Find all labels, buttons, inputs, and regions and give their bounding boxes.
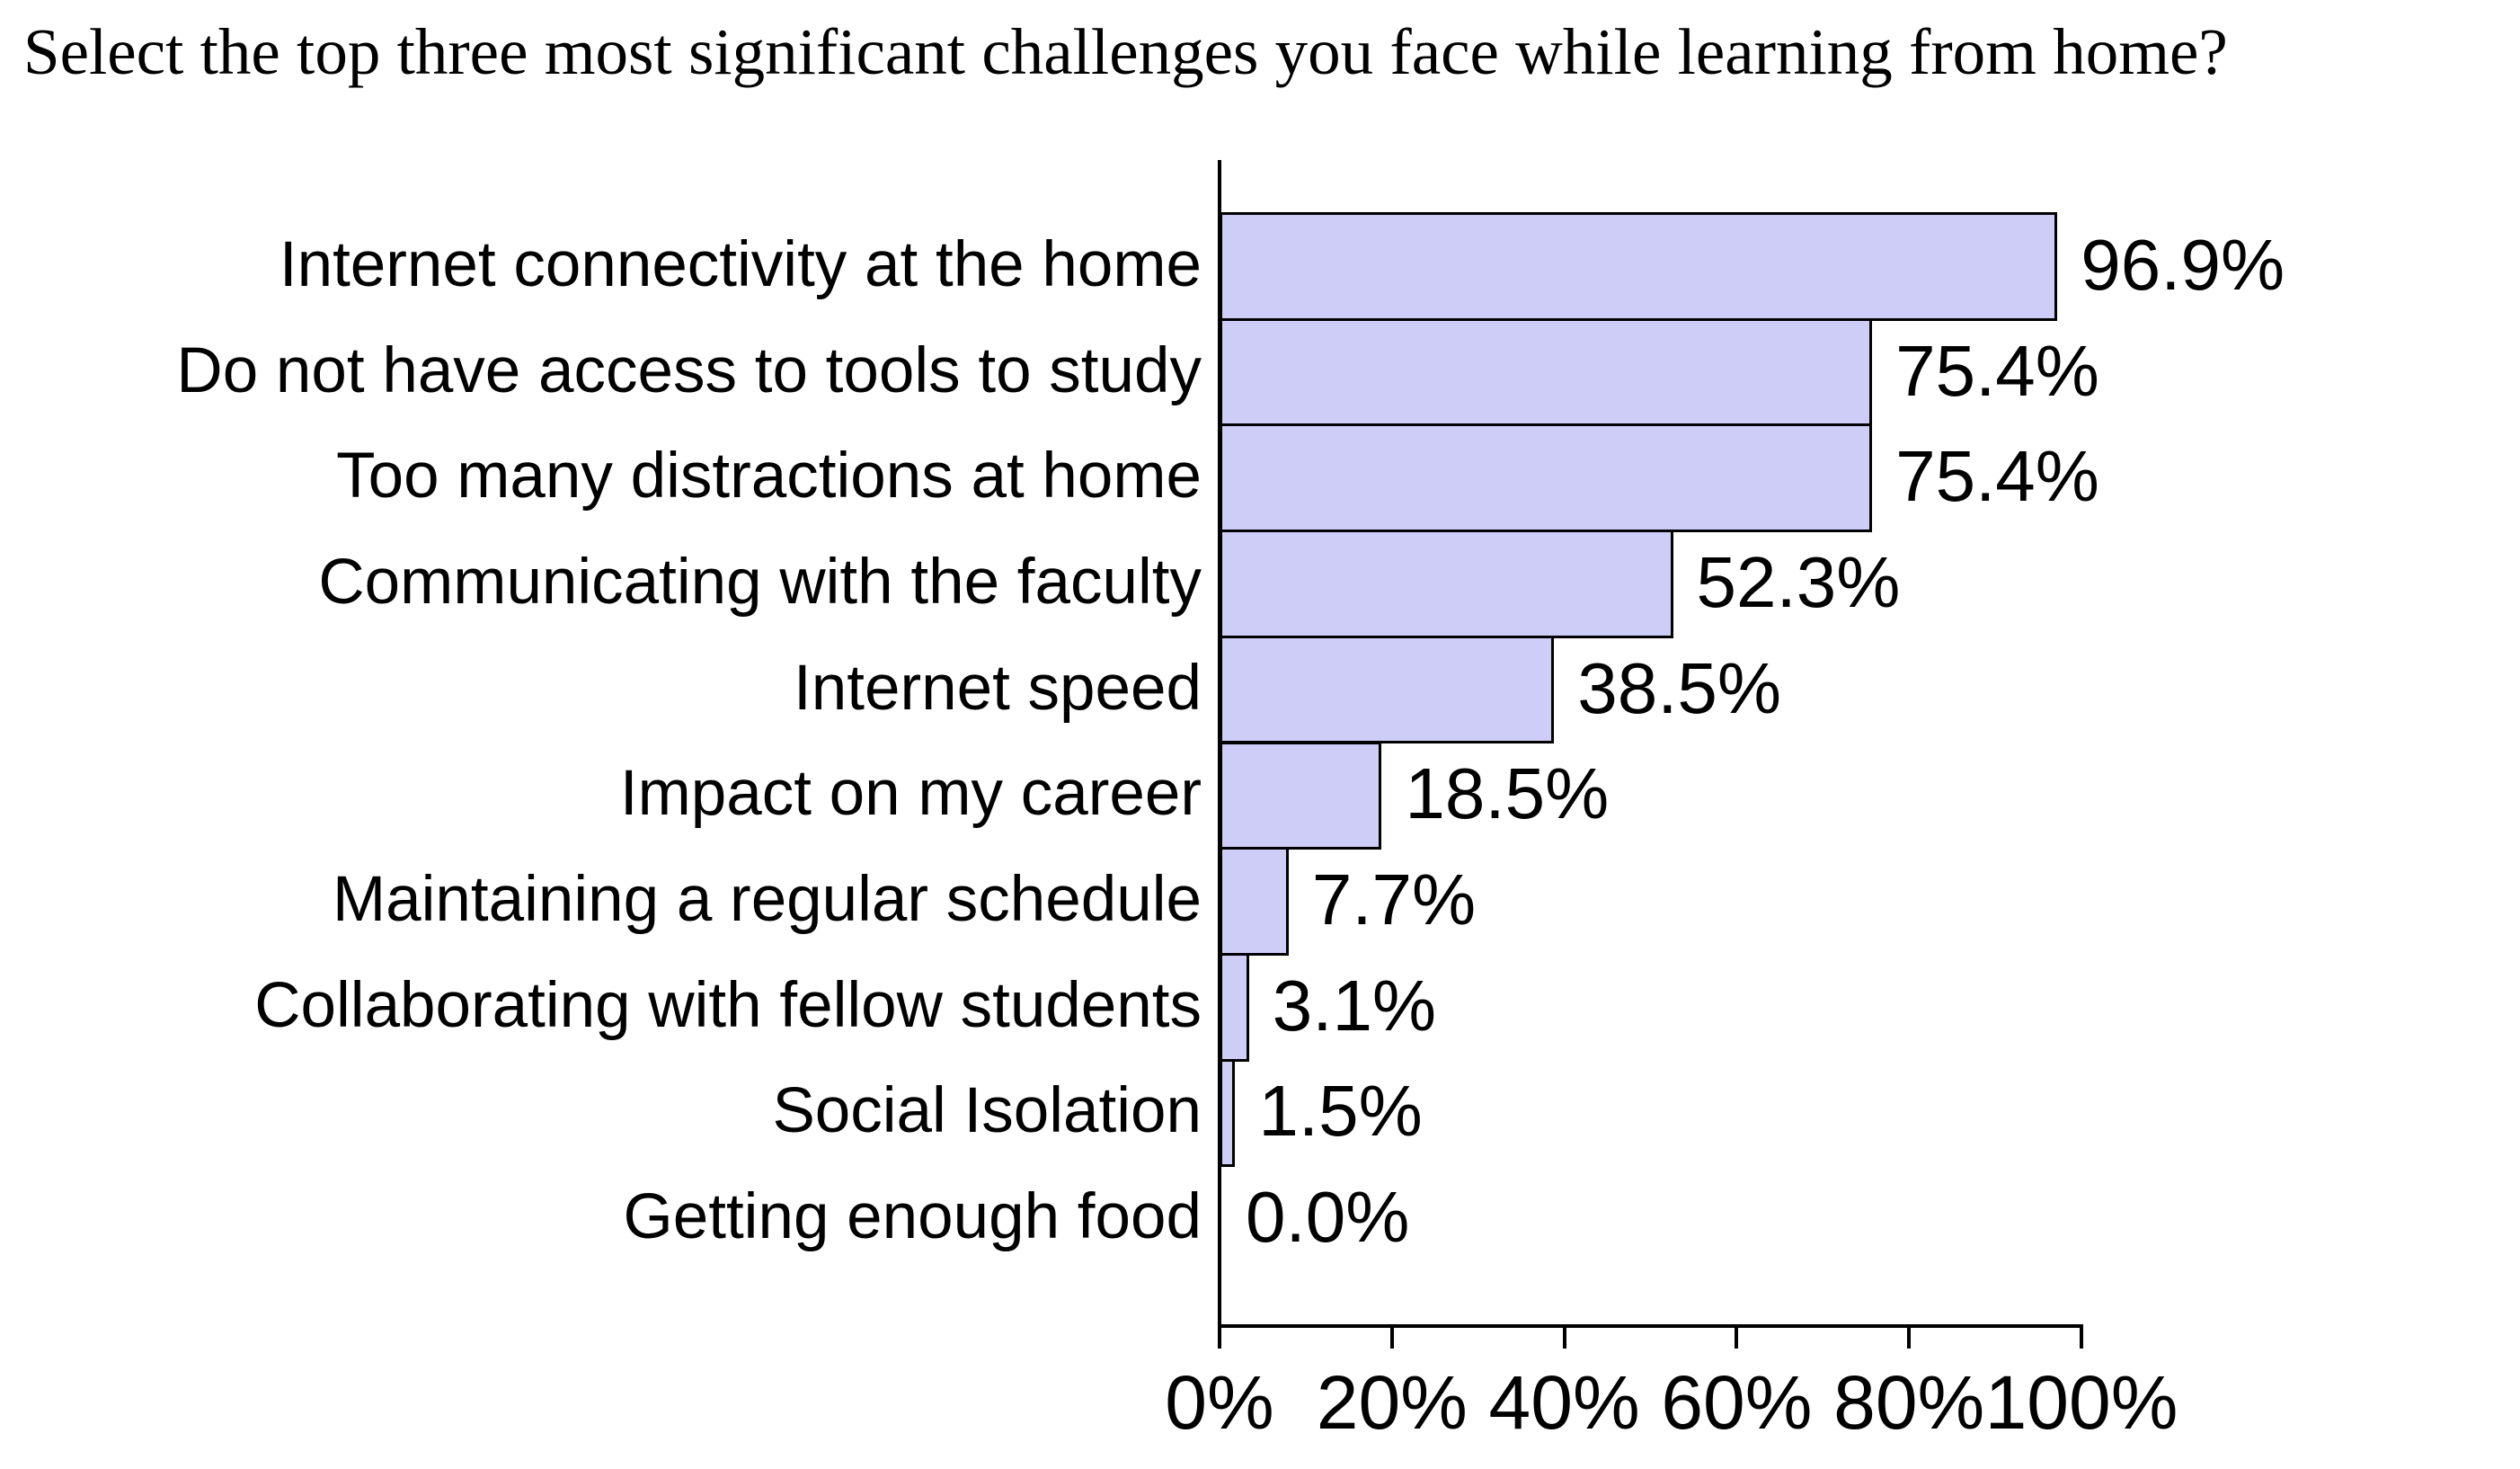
x-tick-label: 100% bbox=[1984, 1360, 2178, 1445]
category-label: Internet connectivity at the home bbox=[279, 228, 1202, 300]
category-label: Internet speed bbox=[794, 652, 1202, 724]
value-label: 38.5% bbox=[1577, 647, 1782, 728]
bar bbox=[1220, 741, 1382, 850]
value-label: 75.4% bbox=[1895, 330, 2099, 411]
x-tick-label: 20% bbox=[1316, 1360, 1468, 1445]
x-tick bbox=[1907, 1328, 1912, 1349]
category-label: Too many distractions at home bbox=[336, 441, 1202, 512]
x-tick-label: 60% bbox=[1661, 1360, 1813, 1445]
category-label: Social Isolation bbox=[772, 1075, 1202, 1147]
category-label: Communicating with the faculty bbox=[318, 546, 1202, 618]
bar bbox=[1220, 212, 2058, 321]
bar bbox=[1220, 635, 1555, 744]
bar bbox=[1220, 952, 1249, 1062]
value-label: 3.1% bbox=[1272, 965, 1437, 1046]
value-label: 18.5% bbox=[1405, 753, 1610, 834]
category-label: Maintaining a regular schedule bbox=[333, 864, 1202, 936]
x-tick-label: 80% bbox=[1833, 1360, 1985, 1445]
category-label: Impact on my career bbox=[619, 758, 1202, 830]
value-label: 7.7% bbox=[1311, 859, 1477, 940]
value-label: 52.3% bbox=[1696, 541, 1901, 622]
x-tick bbox=[1218, 1328, 1221, 1349]
x-tick bbox=[1735, 1328, 1739, 1349]
x-tick-label: 40% bbox=[1488, 1360, 1640, 1445]
bar bbox=[1220, 317, 1873, 427]
x-tick bbox=[2080, 1328, 2083, 1349]
value-label: 0.0% bbox=[1246, 1177, 1410, 1258]
value-label: 75.4% bbox=[1895, 436, 2099, 517]
category-label: Collaborating with fellow students bbox=[254, 969, 1202, 1041]
chart-title: Select the top three most significant ch… bbox=[23, 15, 2228, 88]
bar bbox=[1220, 847, 1289, 956]
x-tick-label: 0% bbox=[1165, 1360, 1274, 1445]
x-axis-line bbox=[1218, 1324, 2083, 1328]
x-tick bbox=[1562, 1328, 1566, 1349]
category-label: Do not have access to tools to study bbox=[176, 334, 1202, 406]
bar bbox=[1220, 530, 1673, 638]
category-label: Getting enough food bbox=[623, 1181, 1202, 1253]
bar bbox=[1220, 1058, 1236, 1168]
bar bbox=[1220, 423, 1873, 533]
x-tick bbox=[1389, 1328, 1394, 1349]
value-label: 96.9% bbox=[2081, 224, 2285, 305]
value-label: 1.5% bbox=[1258, 1071, 1423, 1152]
